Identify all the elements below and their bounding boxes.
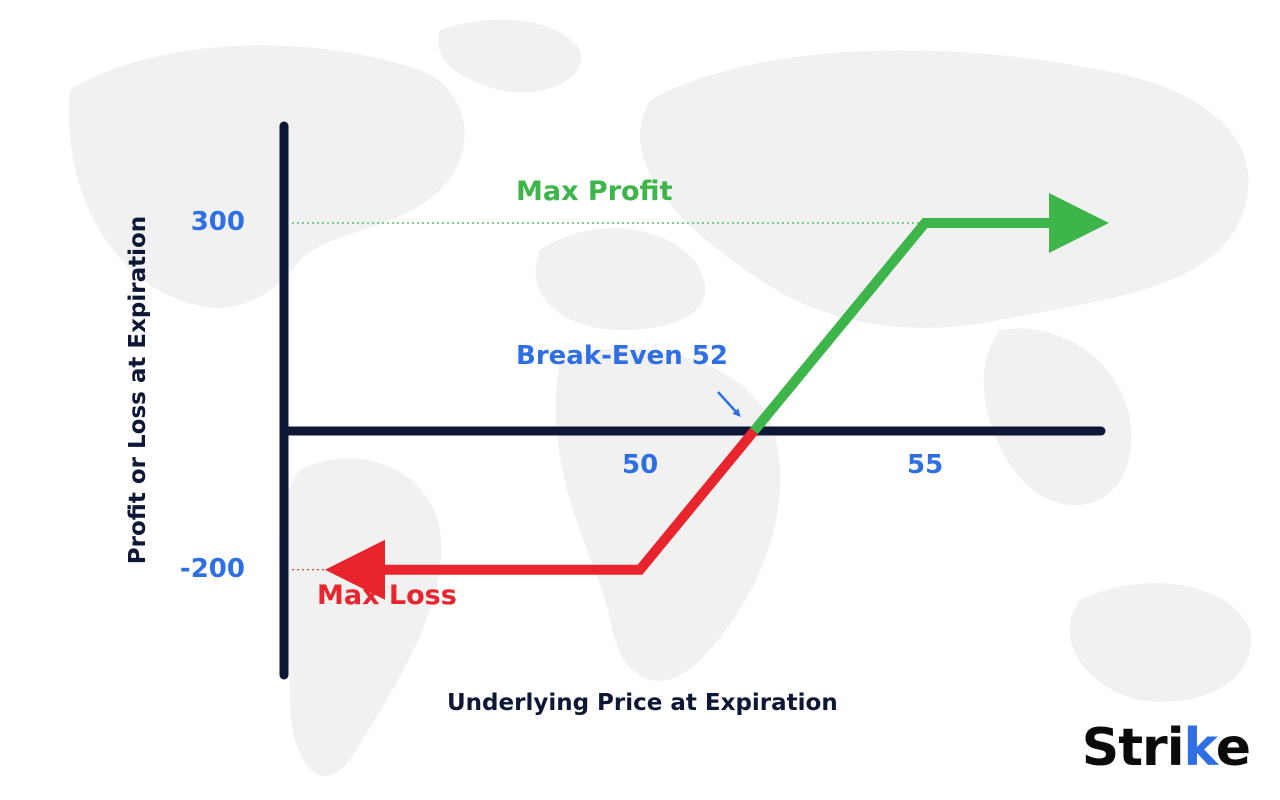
max-loss-annotation: Max Loss: [317, 580, 457, 611]
world-map-background: [68, 19, 1252, 777]
payoff-series: [325, 193, 1109, 600]
brand-logo-accent: k: [1183, 718, 1217, 778]
y-tick-label: 300: [190, 207, 245, 237]
loss-line: [325, 427, 758, 600]
break-even-annotation: Break-Even 52: [516, 341, 728, 371]
axes: [279, 121, 1106, 680]
x-tick-label: 55: [907, 450, 944, 480]
brand-logo-text: Strike: [1081, 718, 1251, 778]
break-even-arrow: [717, 391, 741, 417]
max-profit-annotation: Max Profit: [516, 176, 673, 207]
profit-line: [750, 193, 1109, 435]
x-axis-title: Underlying Price at Expiration: [447, 690, 838, 716]
y-axis-title: Profit or Loss at Expiration: [125, 215, 151, 565]
x-tick-label: 50: [622, 450, 659, 480]
brand-logo: Strike: [1081, 718, 1251, 778]
y-tick-label: -200: [179, 553, 245, 584]
